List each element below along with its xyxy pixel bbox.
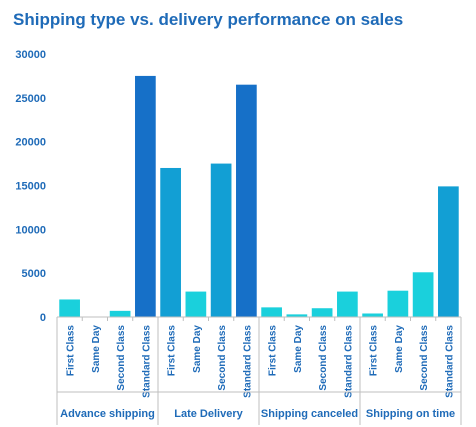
x-group-label: Advance shipping: [60, 408, 155, 420]
x-category-label: Standard Class: [141, 325, 152, 398]
x-category-label: Same Day: [394, 325, 405, 373]
x-category-label: First Class: [268, 325, 279, 377]
bar: [59, 299, 80, 317]
bar: [160, 167, 181, 317]
bar: [109, 310, 131, 317]
x-category-label: Standard Class: [444, 325, 455, 398]
x-category-label: Same Day: [293, 325, 304, 373]
bar: [311, 308, 333, 317]
y-tick-label: 15000: [15, 181, 46, 193]
y-tick-label: 0: [40, 312, 46, 324]
y-tick-label: 5000: [22, 268, 46, 280]
y-tick-label: 30000: [15, 49, 46, 61]
x-category-label: Second Class: [217, 325, 228, 391]
bar: [438, 186, 459, 317]
bar: [185, 291, 207, 317]
y-tick-label: 25000: [15, 93, 46, 105]
x-category-label: Same Day: [192, 325, 203, 373]
x-category-label: Second Class: [419, 325, 430, 391]
x-category-label: First Class: [66, 325, 77, 377]
bar: [236, 84, 257, 318]
bar: [412, 272, 434, 317]
bar: [362, 313, 383, 317]
chart-title: Shipping type vs. delivery performance o…: [13, 10, 404, 29]
y-tick-label: 10000: [15, 224, 46, 236]
x-category-label: Standard Class: [242, 325, 253, 398]
bar: [135, 75, 156, 317]
x-category-label: Standard Class: [343, 325, 354, 398]
bar: [387, 290, 409, 317]
x-category-label: Second Class: [318, 325, 329, 391]
x-category-label: Second Class: [116, 325, 127, 391]
x-group-label: Late Delivery: [174, 408, 243, 420]
bar: [261, 307, 282, 317]
bar: [210, 163, 232, 317]
x-category-label: First Class: [369, 325, 380, 377]
y-tick-label: 20000: [15, 137, 46, 149]
bar: [286, 314, 308, 317]
bar: [337, 291, 358, 317]
x-group-label: Shipping on time: [366, 408, 455, 420]
x-category-label: Same Day: [91, 325, 102, 373]
x-category-label: First Class: [167, 325, 178, 377]
x-group-label: Shipping canceled: [261, 408, 358, 420]
